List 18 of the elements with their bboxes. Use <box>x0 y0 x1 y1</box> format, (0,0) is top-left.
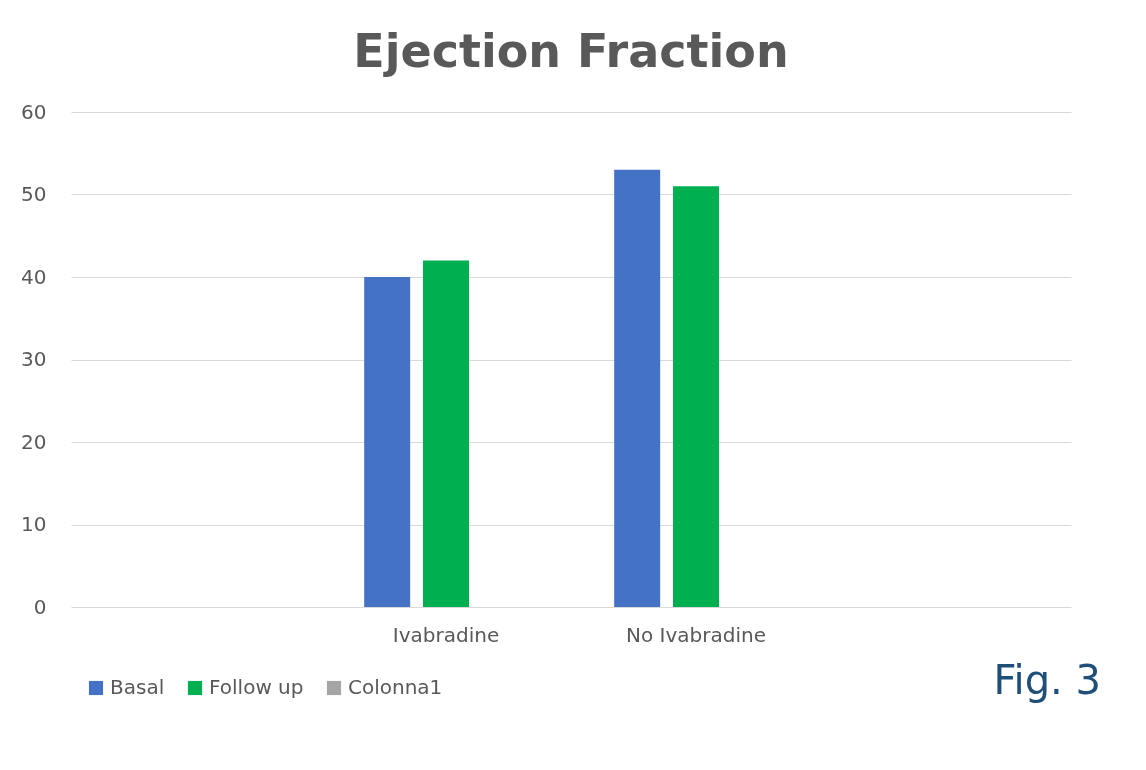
bar <box>364 277 411 607</box>
y-tick-label: 30 <box>21 347 47 371</box>
chart-title: Ejection Fraction <box>353 24 789 78</box>
y-tick-label: 20 <box>21 429 47 454</box>
legend-label: Follow up <box>209 675 304 699</box>
x-tick-label: Ivabradine <box>392 622 500 647</box>
bar <box>614 169 661 607</box>
bar <box>673 186 719 607</box>
y-tick-label: 50 <box>21 182 47 206</box>
legend-label: Basal <box>110 675 165 699</box>
caption: Fig. 3 <box>993 657 1101 703</box>
y-tick-label: 10 <box>21 512 47 536</box>
y-tick-label: 0 <box>33 594 47 619</box>
y-tick-label: 60 <box>21 99 47 124</box>
legend-label: Colonna1 <box>348 675 443 699</box>
y-tick-label: 40 <box>21 264 47 289</box>
x-tick-label: No Ivabradine <box>626 622 766 647</box>
bar <box>423 260 469 607</box>
